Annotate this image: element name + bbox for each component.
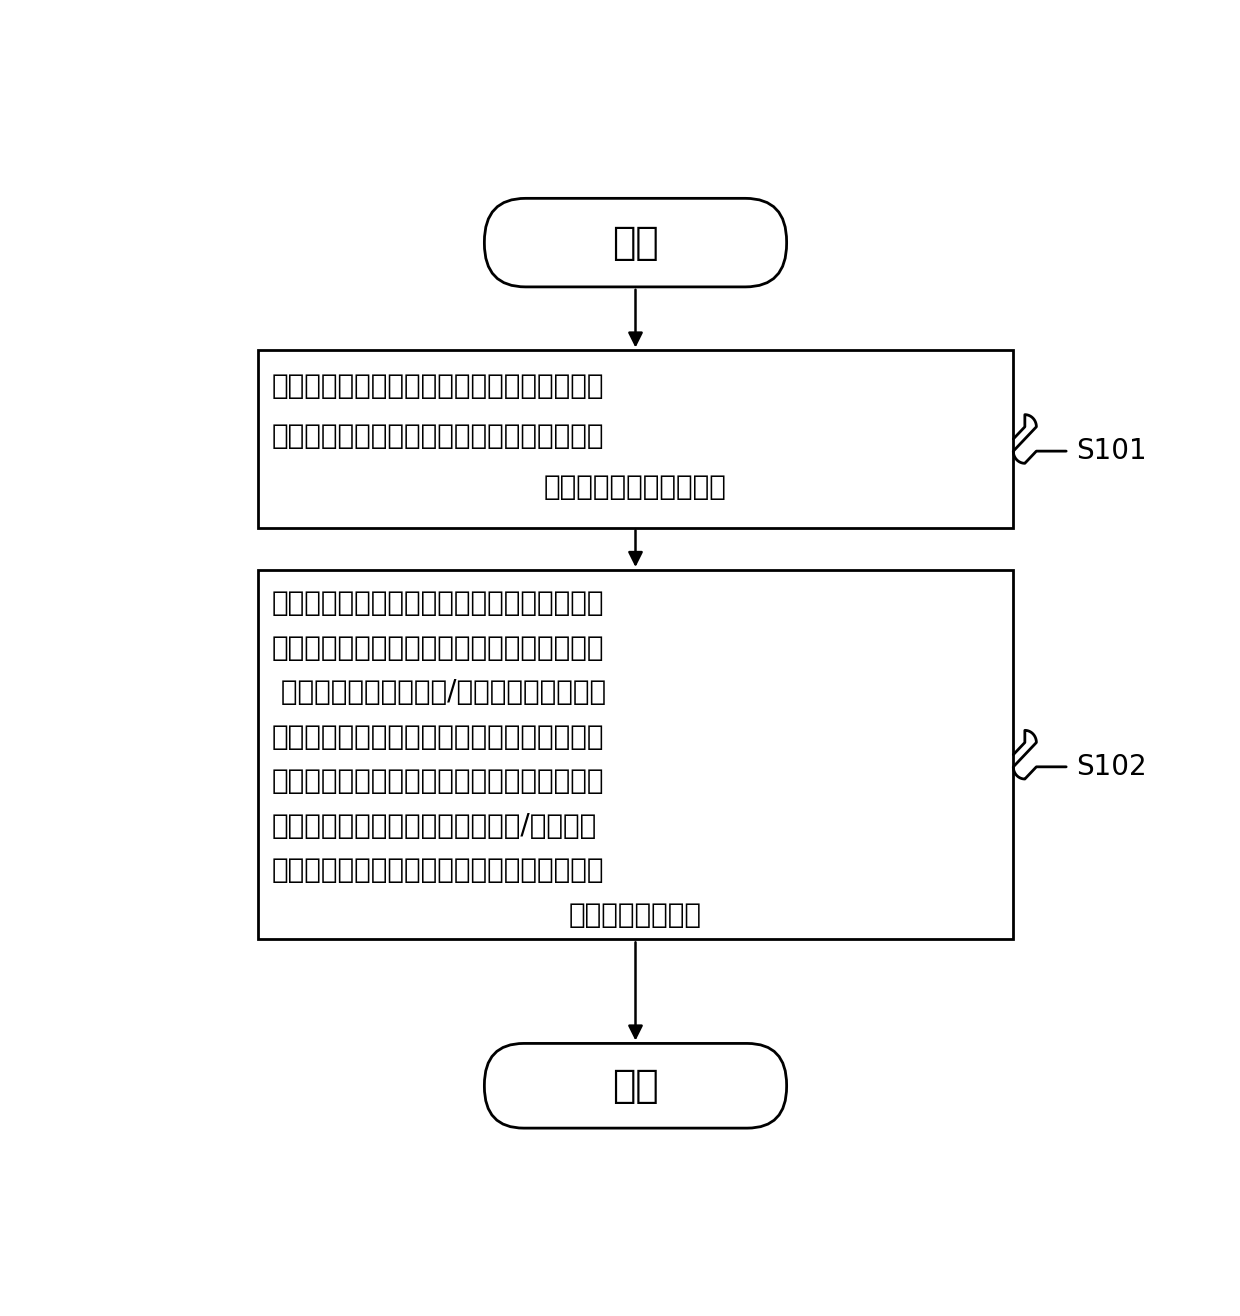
Text: 变化规则模型、设备能耗消耗规则模型及设备: 变化规则模型、设备能耗消耗规则模型及设备: [272, 857, 605, 884]
FancyBboxPatch shape: [485, 199, 786, 287]
Text: 定生产任务量和铁水或钢水的进厂节奏，得到: 定生产任务量和铁水或钢水的进厂节奏，得到: [272, 422, 605, 450]
Text: 产过程，并在所述生产过程中动态调用相应的: 产过程，并在所述生产过程中动态调用相应的: [272, 634, 605, 662]
Text: 仿真初始步骤：在炼钢物流周转模型中初始设: 仿真初始步骤：在炼钢物流周转模型中初始设: [272, 372, 605, 400]
Text: ，其中，所述规则计算模型包括铁/钢水温度: ，其中，所述规则计算模型包括铁/钢水温度: [272, 812, 598, 840]
Text: S102: S102: [1076, 753, 1147, 780]
FancyBboxPatch shape: [485, 1044, 786, 1128]
Text: S101: S101: [1076, 437, 1147, 465]
Bar: [258, 570, 1013, 940]
Bar: [258, 350, 1013, 528]
Text: 进行炼钢连铸的加工计划: 进行炼钢连铸的加工计划: [544, 472, 727, 501]
Text: 开始: 开始: [613, 224, 658, 262]
Text: 规则计算模型来计算铁/钢水的温度变化、能: 规则计算模型来计算铁/钢水的温度变化、能: [272, 678, 606, 707]
Text: 型和炼钢物流周转模型为预先建立的数学模型: 型和炼钢物流周转模型为预先建立的数学模型: [272, 767, 605, 795]
Text: 源介质消耗量和物质消耗量，所述规则计算模: 源介质消耗量和物质消耗量，所述规则计算模: [272, 722, 605, 751]
Text: 仿真运行步骤：模拟所述加工计划所对应的生: 仿真运行步骤：模拟所述加工计划所对应的生: [272, 590, 605, 617]
Text: 结束: 结束: [613, 1067, 658, 1104]
Text: 物质消耗规则模型: 物质消耗规则模型: [569, 901, 702, 929]
